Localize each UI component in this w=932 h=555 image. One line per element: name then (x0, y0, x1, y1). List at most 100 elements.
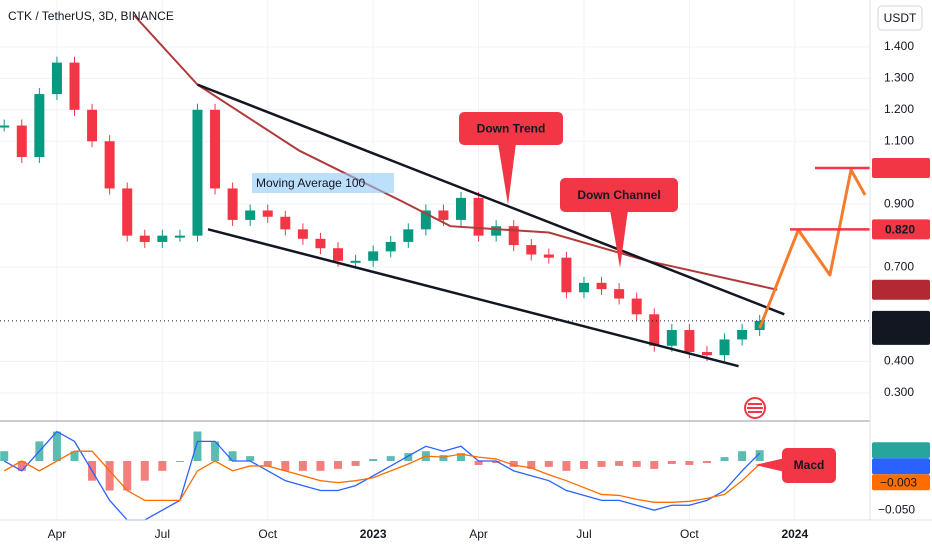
candle (174, 235, 185, 238)
ma-label-bg (252, 173, 394, 193)
y-tick-label: 1.400 (884, 39, 914, 53)
candle (333, 248, 344, 261)
unit-box (877, 5, 923, 31)
candle (473, 197, 484, 236)
candle (245, 210, 256, 220)
candle (719, 339, 730, 356)
candle (315, 238, 326, 249)
candle (438, 210, 449, 220)
x-tick-label: Apr (469, 527, 488, 541)
histogram-bar (439, 455, 448, 462)
y-tick-label: 0.700 (884, 259, 914, 273)
y-tick-label: 0.300 (884, 385, 914, 399)
candle (192, 109, 203, 236)
histogram-bar (369, 459, 378, 462)
candle (737, 330, 748, 340)
callout-pointer (755, 458, 785, 472)
candle (420, 210, 431, 230)
projection-arrow (758, 168, 867, 329)
y-tick-label: 0.400 (884, 354, 914, 368)
ma-label: Moving Average 100 (256, 176, 366, 190)
candle (649, 314, 660, 346)
histogram-bar (615, 461, 624, 466)
chart-title: CTK / TetherUS, 3D, BINANCE (8, 9, 174, 23)
histogram-bar (632, 461, 641, 467)
histogram-bar (562, 461, 571, 471)
histogram-bar (597, 461, 606, 467)
value-tag (872, 474, 930, 491)
histogram-bar (228, 451, 237, 462)
histogram-bar (544, 461, 553, 467)
candle (491, 226, 502, 236)
candle (0, 125, 10, 128)
x-tick-label: Oct (680, 527, 699, 541)
moving-average-line (133, 14, 778, 291)
value-tag-label: −0.003 (880, 475, 917, 489)
histogram-bar (0, 451, 9, 462)
candle (526, 245, 537, 255)
price-tag-label: 0.820 (885, 223, 915, 237)
histogram-bar (738, 451, 747, 462)
histogram-bar (334, 461, 343, 469)
value-tag (872, 458, 930, 475)
callout-box (459, 112, 563, 145)
price-tag (872, 158, 930, 178)
candle (34, 94, 45, 157)
histogram-bar (158, 461, 167, 471)
callout-text: Down Channel (577, 188, 660, 202)
candle (16, 125, 27, 157)
candle (87, 109, 98, 142)
candle (210, 109, 221, 189)
histogram-bar (211, 441, 220, 462)
unit-label: USDT (884, 11, 917, 25)
candle (280, 216, 291, 230)
candle (104, 141, 115, 189)
histogram-bar (193, 431, 202, 462)
histogram-bar (246, 456, 255, 462)
channel-line (197, 83, 785, 316)
candle (561, 257, 572, 293)
y-tick-label: 0.900 (884, 196, 914, 210)
histogram-bar (386, 456, 395, 462)
candle (666, 330, 677, 346)
callout-box (560, 178, 678, 212)
price-tag (872, 279, 930, 300)
histogram-bar (457, 453, 466, 462)
channel-line (207, 228, 739, 368)
y-tick-label: 1.300 (884, 71, 914, 85)
candle (51, 62, 62, 95)
histogram-bar (404, 453, 413, 462)
histogram-bar (316, 461, 325, 471)
candle (122, 188, 133, 236)
histogram-bar (702, 461, 711, 463)
x-tick-label: Apr (48, 527, 67, 541)
histogram-bar (509, 461, 518, 467)
histogram-bar (720, 457, 729, 462)
countdown-label: 2d 13h (885, 329, 922, 343)
x-tick-label: 2024 (781, 527, 808, 541)
candle (684, 330, 695, 353)
y-tick-label: 1.200 (884, 102, 914, 116)
histogram-bar (17, 461, 26, 471)
x-tick-label: Jul (576, 527, 591, 541)
candle (614, 289, 625, 299)
histogram-bar (105, 461, 114, 491)
histogram-bar (527, 461, 536, 469)
candle (157, 235, 168, 242)
value-tag (872, 442, 930, 459)
candle (631, 298, 642, 315)
x-tick-label: 2023 (360, 527, 387, 541)
candle (350, 260, 361, 263)
callout-text: Down Trend (477, 122, 546, 136)
callout-box (782, 448, 836, 483)
histogram-bar (298, 461, 307, 471)
candle (543, 254, 554, 258)
histogram-bar (281, 461, 290, 471)
candle (69, 62, 80, 110)
histogram-bar (650, 461, 659, 469)
histogram-bar (140, 461, 149, 481)
signal-line (3, 450, 761, 503)
candle (596, 282, 607, 290)
